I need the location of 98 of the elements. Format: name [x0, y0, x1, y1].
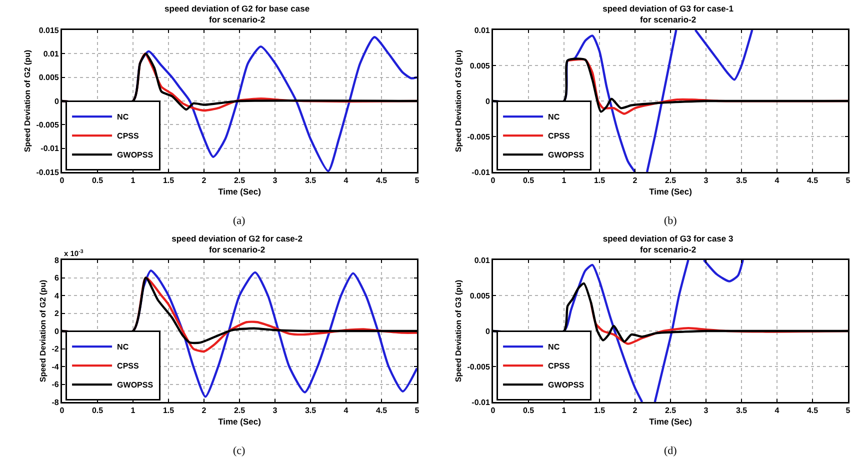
- x-tick-label: 3: [272, 176, 278, 186]
- y-tick-label: -4: [52, 362, 60, 372]
- x-tick-label: 5: [846, 406, 851, 416]
- chart-title: speed deviation of G3 for case 3: [602, 234, 734, 244]
- x-tick-label: 2: [632, 406, 638, 416]
- x-tick-label: 3: [272, 406, 278, 416]
- legend-label: CPSS: [117, 132, 140, 141]
- legend-label: CPSS: [117, 362, 140, 371]
- x-tick-label: 1: [130, 176, 136, 186]
- x-tick-label: 2: [202, 406, 207, 416]
- y-tick-label: 0: [485, 96, 490, 106]
- x-tick-label: 4.5: [376, 406, 388, 416]
- x-axis-title: Time (Sec): [218, 416, 262, 426]
- y-tick-label: -2: [52, 344, 60, 354]
- y-tick-label: 0.005: [470, 61, 490, 70]
- chart-title: speed deviation of G2 for base case: [164, 4, 310, 14]
- chart-title: speed deviation of G2 for case-2: [172, 234, 303, 244]
- chart-subtitle: for scenario-2: [640, 244, 696, 255]
- text: (a): [233, 215, 246, 227]
- y-tick-label: 6: [54, 274, 60, 283]
- x-tick-label: 2: [202, 176, 207, 186]
- y-tick-label: -0.005: [36, 120, 60, 130]
- legend-label: GWOPSS: [117, 380, 154, 390]
- legend-label: GWOPSS: [548, 380, 585, 390]
- x-tick-label: 3.5: [736, 176, 748, 186]
- x-tick-label: 4.5: [376, 176, 388, 186]
- x-tick-label: 1.5: [594, 176, 606, 186]
- x-tick-label: 5: [846, 176, 851, 186]
- x-tick-label: 2.5: [234, 406, 246, 416]
- y-tick-label: 4: [54, 291, 60, 300]
- x-tick-label: 1.5: [162, 406, 175, 416]
- y-tick-label: -0.005: [467, 132, 490, 142]
- x-tick-label: 5: [414, 176, 420, 186]
- y-tick-label: 0: [54, 96, 60, 106]
- x-tick-label: 4: [344, 406, 349, 416]
- y-tick-label: 0: [485, 326, 490, 336]
- y-tick-label: -0.005: [467, 362, 490, 372]
- legend-label: NC: [117, 342, 129, 352]
- y-tick-label: -6: [52, 380, 60, 390]
- y-tick-label: 0.01: [474, 256, 490, 265]
- y-tick-label: -0.015: [36, 168, 60, 177]
- x-tick-label: 5: [414, 406, 420, 416]
- x-tick-label: 1: [562, 176, 567, 186]
- y-tick-label: -8: [52, 398, 60, 407]
- text: (d): [664, 445, 678, 457]
- y-tick-label: 8: [54, 256, 60, 265]
- y-axis-title: Speed Deviation of G2 (pu): [38, 280, 48, 382]
- x-tick-label: 2.5: [664, 406, 677, 416]
- x-tick-label: 3: [704, 406, 709, 416]
- legend-label: NC: [548, 112, 560, 122]
- x-tick-label: 4.5: [806, 406, 819, 416]
- legend-label: CPSS: [548, 132, 570, 141]
- y-tick-label: 0.01: [43, 49, 60, 58]
- chart-subtitle: for scenario-2: [208, 14, 266, 25]
- x-tick-label: 2.5: [234, 176, 246, 186]
- x-tick-label: 4: [774, 406, 780, 416]
- chart-subtitle: for scenario-2: [208, 244, 266, 255]
- y-axis-title: Speed Deviation of G3 (pu): [454, 50, 464, 152]
- y-tick-label: -0.01: [472, 398, 490, 407]
- x-tick-label: 4.5: [806, 176, 819, 186]
- y-axis-title: Speed Deviation of G3 (pu): [454, 280, 464, 382]
- y-tick-label: 0.01: [474, 26, 490, 35]
- y-tick-label: -0.01: [472, 168, 490, 177]
- text: (b): [664, 215, 678, 227]
- y-tick-label: -0.01: [40, 144, 60, 154]
- legend-label: GWOPSS: [548, 150, 585, 160]
- legend-label: NC: [548, 342, 560, 352]
- x-tick-label: 3: [704, 176, 709, 186]
- y-tick-label: 2: [54, 309, 60, 318]
- y-tick-label: 0.005: [470, 291, 490, 300]
- legend-label: GWOPSS: [117, 150, 154, 160]
- x-tick-label: 4: [774, 176, 780, 186]
- x-tick-label: 0.5: [92, 176, 104, 186]
- x-axis-title: Time (Sec): [218, 186, 262, 196]
- x-tick-label: 1.5: [594, 406, 606, 416]
- x-tick-label: 4: [344, 176, 349, 186]
- y-tick-label: 0.005: [38, 73, 60, 82]
- x-tick-label: 2.5: [664, 176, 677, 186]
- x-tick-label: 3.5: [736, 406, 748, 416]
- x-tick-label: 0.5: [522, 406, 535, 416]
- x-tick-label: 0.5: [92, 406, 104, 416]
- x-tick-label: 1.5: [162, 176, 175, 186]
- chart-subtitle: for scenario-2: [640, 14, 696, 25]
- x-axis-title: Time (Sec): [649, 416, 692, 426]
- y-axis-title: Speed Deviation of G2 (pu): [23, 50, 32, 152]
- x-tick-label: 3.5: [304, 176, 317, 186]
- text: (c): [233, 445, 246, 457]
- y-tick-label: 0.015: [38, 26, 60, 35]
- x-tick-label: 3.5: [304, 406, 317, 416]
- chart-title: speed deviation of G3 for case-1: [602, 4, 734, 14]
- x-axis-title: Time (Sec): [649, 186, 692, 196]
- x-tick-label: 2: [632, 176, 638, 186]
- legend-label: NC: [117, 112, 129, 122]
- x-tick-label: 1: [562, 406, 567, 416]
- x-tick-label: 0.5: [522, 176, 535, 186]
- legend-label: CPSS: [548, 362, 570, 371]
- y-tick-label: 0: [54, 326, 60, 336]
- x-tick-label: 1: [130, 406, 136, 416]
